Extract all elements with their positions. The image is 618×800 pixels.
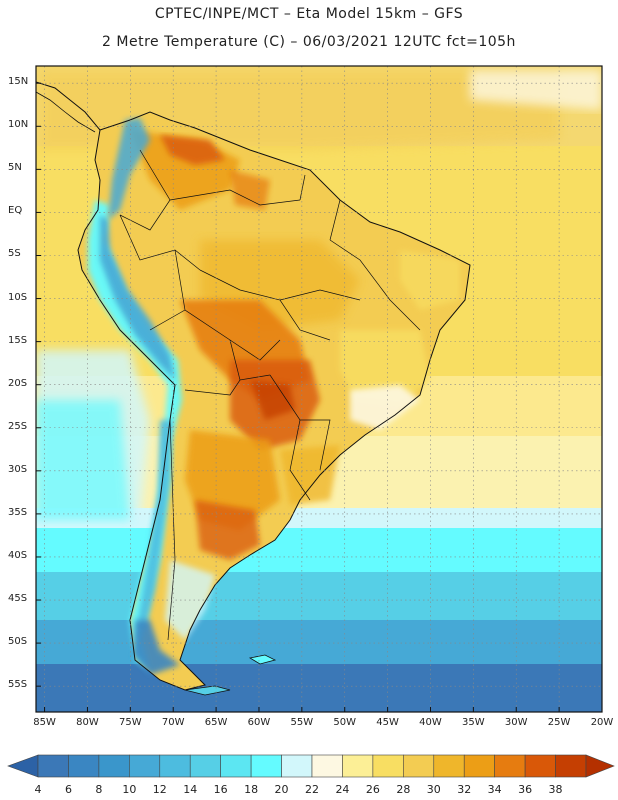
colorbar-segment [189, 754, 221, 778]
colorbar-level-label: 30 [426, 783, 441, 796]
colorbar-level-label: 12 [152, 783, 167, 796]
land-temperature-patches [88, 118, 460, 675]
lat-label: 30S [8, 463, 28, 475]
colorbar-segment [250, 754, 282, 778]
lon-label: 20W [590, 717, 614, 728]
colorbar-level-label: 28 [396, 783, 411, 796]
colorbar-level-label: 38 [548, 783, 563, 796]
colorbar-segment [555, 754, 587, 778]
lon-label: 85W [33, 717, 56, 728]
lat-label: 55S [8, 679, 28, 691]
colorbar-level-label: 16 [213, 783, 228, 796]
colorbar-level-label: 18 [244, 783, 259, 796]
colorbar-level-label: 8 [95, 783, 103, 796]
colorbar-level-label: 20 [274, 783, 289, 796]
lon-label: 65W [204, 717, 228, 728]
lon-label: 60W [247, 717, 271, 728]
atlantic-pale-patch [470, 70, 602, 110]
lat-label: EQ [8, 205, 23, 217]
colorbar-segment [98, 754, 130, 778]
lat-label: 15N [8, 76, 29, 88]
lat-label: 20S [8, 377, 28, 389]
ocean-band-cold [36, 572, 602, 620]
colorbar-level-label: 34 [487, 783, 502, 796]
colorbar [7, 754, 615, 778]
map-field [36, 66, 602, 712]
lon-label: 45W [376, 717, 399, 728]
chart-title-line2: 2 Metre Temperature (C) – 06/03/2021 12U… [102, 34, 516, 50]
tierra-del-fuego [184, 685, 231, 696]
colorbar-segment [494, 754, 526, 778]
colorbar-level-label: 4 [34, 783, 42, 796]
colorbar-level-label: 26 [365, 783, 380, 796]
central-america-coast [36, 81, 101, 131]
chart-title-line1: CPTEC/INPE/MCT – Eta Model 15km – GFS [154, 6, 464, 22]
lat-label: 45S [8, 593, 28, 605]
colorbar-segment [463, 754, 495, 778]
colorbar-high-arrow [585, 754, 615, 778]
colorbar-segment [220, 754, 252, 778]
ocean-band-cool [36, 528, 602, 572]
country-borders [119, 149, 421, 641]
lon-label: 35W [462, 717, 485, 728]
map-frame [35, 65, 603, 713]
lat-label: 40S [8, 549, 28, 561]
ocean-band-colder [36, 620, 602, 664]
lat-label: 5N [8, 162, 22, 174]
colorbar-segment [372, 754, 404, 778]
colorbar-level-label: 24 [335, 783, 350, 796]
colorbar-segment [342, 754, 374, 778]
lat-label: 5S [8, 248, 21, 260]
colorbar-low-arrow [7, 754, 39, 778]
lon-label: 55W [290, 717, 314, 728]
axis-ticks [36, 82, 603, 712]
colorbar-segment [68, 754, 100, 778]
colorbar-segment [524, 754, 556, 778]
colorbar-level-label: 14 [183, 783, 198, 796]
colorbar-level-label: 22 [305, 783, 319, 796]
colorbar-segment [159, 754, 191, 778]
lat-label: 35S [8, 506, 28, 518]
colorbar-segment [433, 754, 465, 778]
colorbar-segment [403, 754, 435, 778]
lon-label: 50W [333, 717, 357, 728]
lon-label: 75W [119, 717, 142, 728]
falkland-islands [248, 654, 277, 665]
colorbar-segment [129, 754, 161, 778]
colorbar-level-label: 32 [457, 783, 472, 796]
colorbar-segment [37, 754, 69, 778]
lon-label: 80W [76, 717, 99, 728]
lon-label: 30W [504, 717, 528, 728]
lat-label: 10S [8, 291, 28, 303]
colorbar-level-label: 36 [518, 783, 533, 796]
colorbar-segment [281, 754, 313, 778]
colorbar-level-label: 6 [64, 783, 72, 796]
lon-label: 25W [547, 717, 571, 728]
colorbar-level-label: 10 [122, 783, 137, 796]
ocean-band-coldest [36, 664, 602, 712]
coastline [77, 111, 471, 691]
lat-label: 15S [8, 334, 28, 346]
lon-label: 70W [161, 717, 185, 728]
pacific-cold-tongue [36, 400, 130, 520]
lon-label: 40W [419, 717, 442, 728]
colorbar-segment [311, 754, 343, 778]
lat-label: 50S [8, 636, 28, 648]
lat-label: 25S [8, 420, 28, 432]
lat-label: 10N [8, 119, 29, 131]
